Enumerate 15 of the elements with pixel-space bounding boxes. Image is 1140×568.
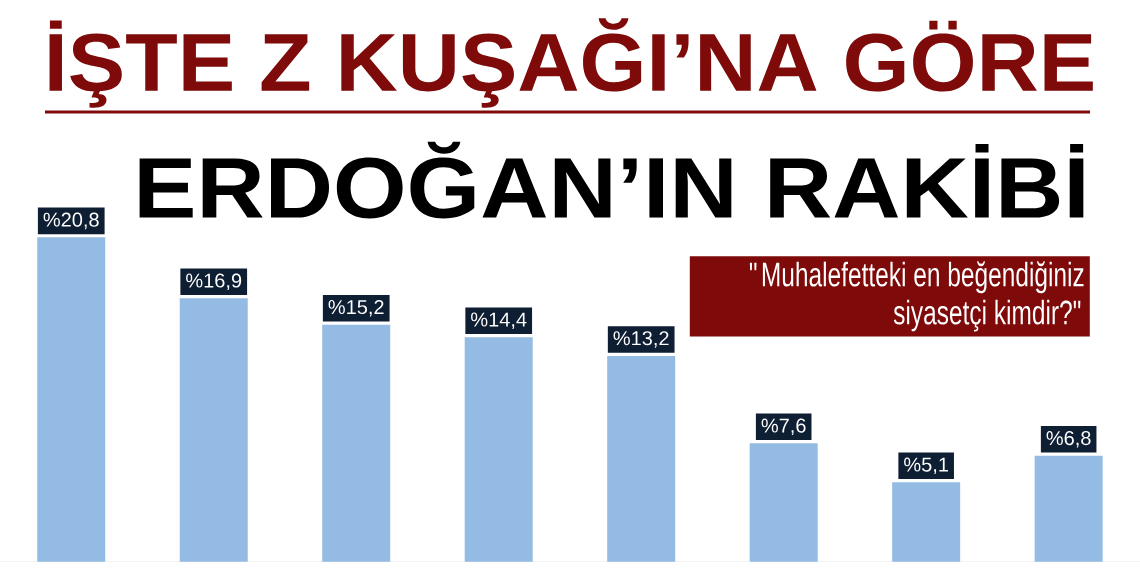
- data-label: %6,8: [1046, 430, 1091, 448]
- data-label: %15,2: [328, 299, 384, 317]
- bar: [892, 482, 961, 562]
- bar: [179, 298, 248, 562]
- data-label: %7,6: [761, 418, 806, 436]
- chart-title: İŞTE Z KUŞAĞI’NA GÖRE: [49, 18, 1093, 108]
- data-label: %13,2: [613, 331, 669, 348]
- data-label: %14,4: [471, 312, 527, 329]
- chart-subtitle: ERDOĞAN’IN RAKİBİ: [139, 141, 1084, 219]
- annotation: "Muhalefetteki en beğendiğiniz siyasetçi kimdir?": [749, 261, 1084, 332]
- data-label: %16,9: [186, 273, 242, 290]
- data-label: %5,1: [904, 457, 948, 475]
- data-label: %20,8: [43, 212, 99, 230]
- bar: [464, 337, 533, 562]
- bar: [749, 443, 818, 562]
